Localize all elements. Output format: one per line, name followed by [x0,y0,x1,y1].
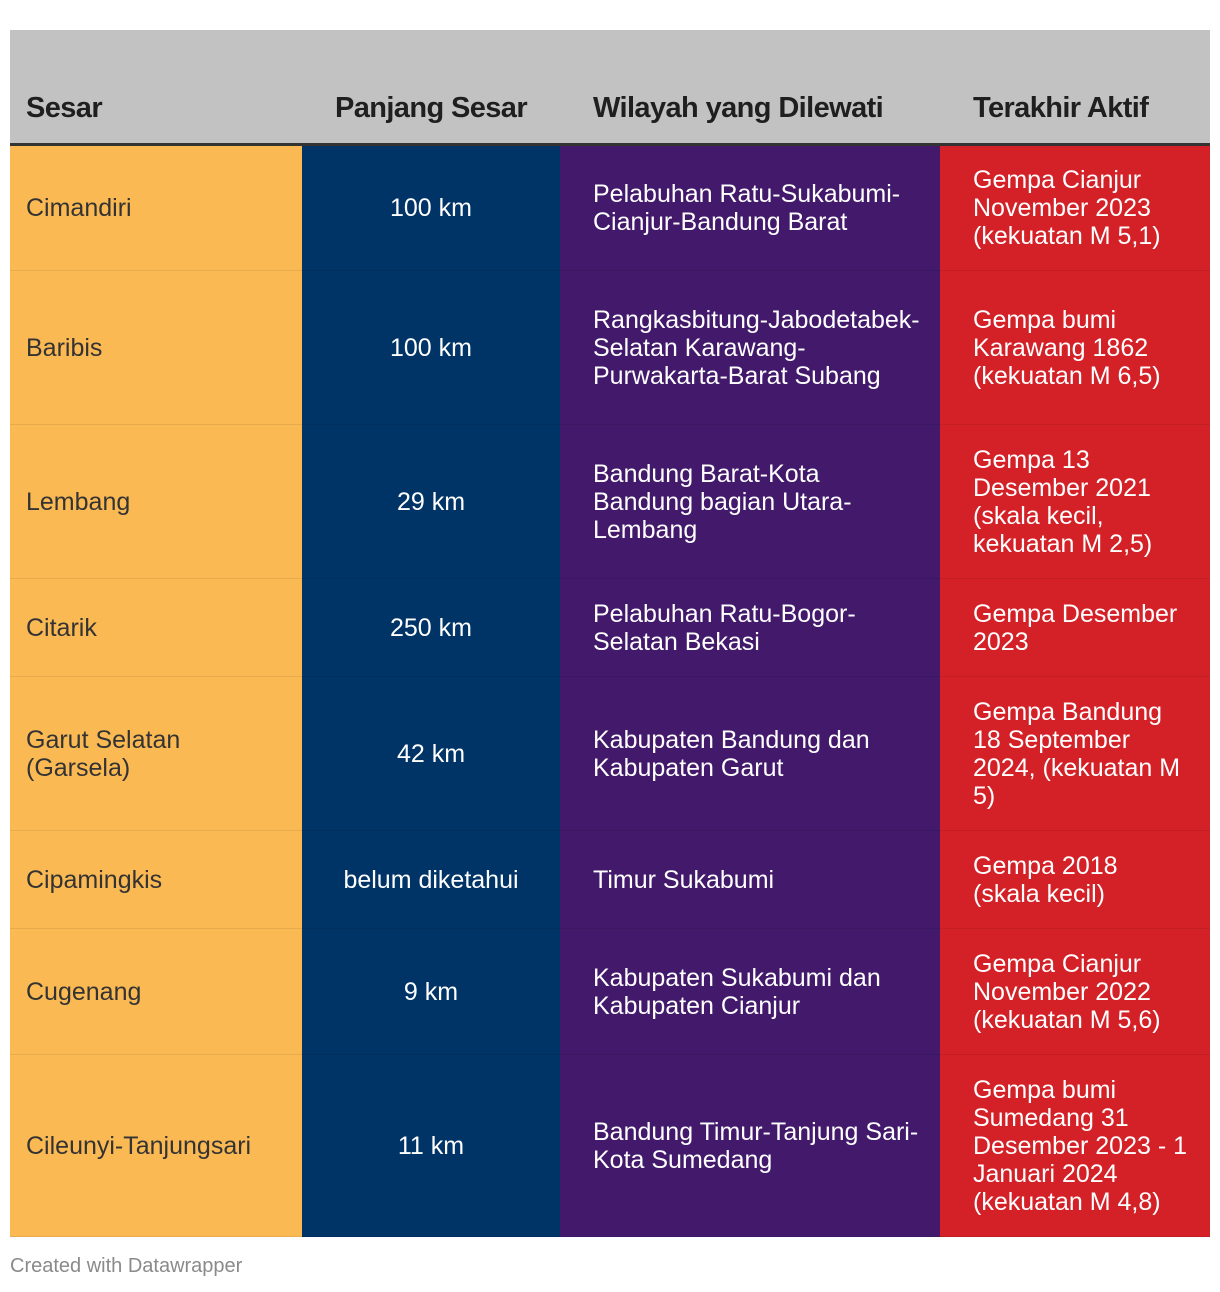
header-wilayah[interactable]: Wilayah yang Dilewati [560,30,940,146]
cell-sesar: Garut Selatan (Garsela) [10,676,302,831]
cell-wilayah: Rangkasbitung-Jabodetabek-Selatan Karawa… [560,270,940,425]
cell-wilayah: Bandung Timur-Tanjung Sari-Kota Sumedang [560,1054,940,1237]
cell-panjang: 100 km [302,144,560,271]
cell-sesar: Cileunyi-Tanjungsari [10,1054,302,1237]
table-row: Lembang 29 km Bandung Barat-Kota Bandung b… [10,424,1210,579]
cell-wilayah: Kabupaten Sukabumi dan Kabupaten Cianjur [560,928,940,1055]
cell-wilayah: Bandung Barat-Kota Bandung bagian Utara-… [560,424,940,579]
cell-sesar: Baribis [10,270,302,425]
cell-sesar: Lembang [10,424,302,579]
cell-terakhir-aktif: Gempa Desember 2023 [940,578,1210,677]
cell-panjang: belum diketahui [302,830,560,929]
table-header: Sesar Panjang Sesar Wilayah yang Dilewat… [10,30,1210,146]
cell-panjang: 11 km [302,1054,560,1237]
header-row: Sesar Panjang Sesar Wilayah yang Dilewat… [10,30,1210,146]
cell-panjang: 42 km [302,676,560,831]
header-sesar[interactable]: Sesar [10,30,302,146]
cell-terakhir-aktif: Gempa Cianjur November 2023 (kekuatan M … [940,144,1210,271]
cell-sesar: Cimandiri [10,144,302,271]
fault-table-container: Sesar Panjang Sesar Wilayah yang Dilewat… [10,30,1210,1237]
cell-panjang: 100 km [302,270,560,425]
header-terakhir-aktif[interactable]: Terakhir Aktif [940,30,1210,146]
cell-terakhir-aktif: Gempa Cianjur November 2022 (kekuatan M … [940,928,1210,1055]
cell-wilayah: Pelabuhan Ratu-Sukabumi-Cianjur-Bandung … [560,144,940,271]
cell-terakhir-aktif: Gempa Bandung 18 September 2024, (kekuat… [940,676,1210,831]
table-body: Cimandiri 100 km Pelabuhan Ratu-Sukabumi-C… [10,144,1210,1237]
cell-sesar: Citarik [10,578,302,677]
cell-panjang: 9 km [302,928,560,1055]
cell-terakhir-aktif: Gempa 13 Desember 2021 (skala kecil, kek… [940,424,1210,579]
table-row: Baribis 100 km Rangkasbitung-Jabodetabek-S… [10,270,1210,425]
table-row: Citarik 250 km Pelabuhan Ratu-Bogor-Selata… [10,578,1210,677]
cell-wilayah: Pelabuhan Ratu-Bogor-Selatan Bekasi [560,578,940,677]
fault-table: Sesar Panjang Sesar Wilayah yang Dilewat… [10,30,1210,1237]
cell-panjang: 29 km [302,424,560,579]
cell-panjang: 250 km [302,578,560,677]
cell-sesar: Cugenang [10,928,302,1055]
cell-terakhir-aktif: Gempa 2018 (skala kecil) [940,830,1210,929]
footer-credit: Created with Datawrapper [10,1255,243,1277]
cell-wilayah: Timur Sukabumi [560,830,940,929]
table-row: Cugenang 9 km Kabupaten Sukabumi dan Kabup… [10,928,1210,1055]
header-panjang-sesar[interactable]: Panjang Sesar [302,30,560,146]
cell-wilayah: Kabupaten Bandung dan Kabupaten Garut [560,676,940,831]
table-row: Cileunyi-Tanjungsari 11 km Bandung Timur-T… [10,1054,1210,1237]
table-row: Cipamingkis belum diketahui Timur Sukabumi… [10,830,1210,929]
cell-terakhir-aktif: Gempa bumi Sumedang 31 Desember 2023 - 1… [940,1054,1210,1237]
table-row: Cimandiri 100 km Pelabuhan Ratu-Sukabumi-C… [10,144,1210,271]
table-row: Garut Selatan (Garsela) 42 km Kabupaten Ba… [10,676,1210,831]
cell-terakhir-aktif: Gempa bumi Karawang 1862 (kekuatan M 6,5… [940,270,1210,425]
cell-sesar: Cipamingkis [10,830,302,929]
